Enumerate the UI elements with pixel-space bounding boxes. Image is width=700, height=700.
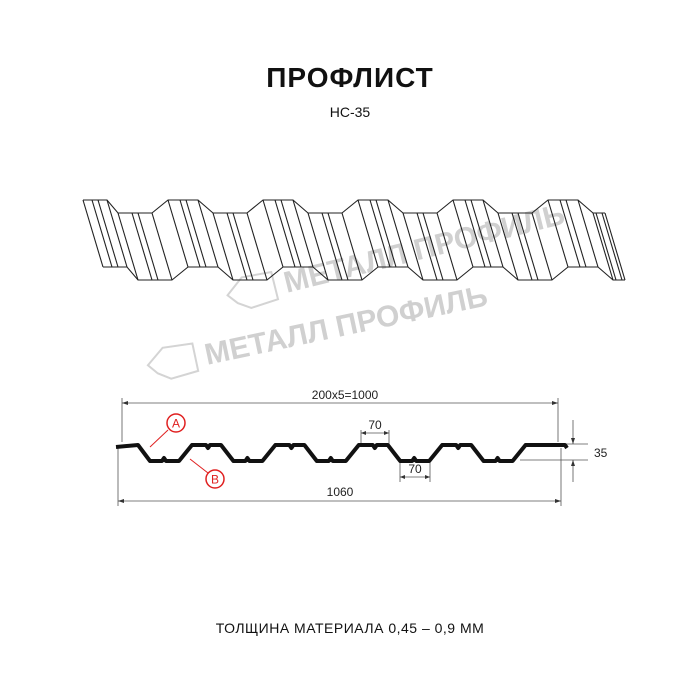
watermark-logo-icon (146, 342, 200, 380)
watermark-text: МЕТАЛЛ ПРОФИЛЬ (202, 280, 491, 372)
sheet-fold-line (436, 212, 458, 281)
sheet-groove-line (511, 212, 533, 281)
sheet-fold-line (531, 212, 553, 281)
sheet-groove-line (97, 199, 119, 268)
sheet-groove-line (422, 212, 444, 281)
sheet-fold-line (82, 199, 104, 268)
sheet-groove-line (137, 212, 159, 281)
sheet-groove-line (416, 212, 438, 281)
sheet-groove-line (131, 212, 153, 281)
cross-section-profile (115, 443, 569, 463)
watermark-logo-lower: МЕТАЛЛ ПРОФИЛЬ (146, 280, 491, 380)
sheet-fold-line (402, 212, 424, 281)
sheet-fold-line (341, 212, 363, 281)
sheet-bottom-edge (103, 266, 625, 281)
sheet-fold-line (604, 212, 626, 281)
sheet-groove-line (601, 212, 623, 281)
sheet-fold-line (106, 199, 128, 268)
sheet-fold-line (577, 199, 599, 268)
product-model: НС-35 (329, 104, 371, 120)
sheet-groove-line (470, 199, 492, 268)
sheet-groove-line (321, 212, 343, 281)
product-title: ПРОФЛИСТ (266, 62, 434, 93)
bottom-flat-dimension: 70 (408, 462, 422, 476)
sheet-groove-line (327, 212, 349, 281)
sheet-fold-line (452, 199, 474, 268)
top-flat-dimension: 70 (368, 418, 382, 432)
sheet-groove-line (375, 199, 397, 268)
marker-a: A (149, 413, 186, 448)
sheet-fold-line (262, 199, 284, 268)
pitch-dimension: 200x5=1000 (312, 388, 379, 402)
sheet-groove-line (464, 199, 486, 268)
height-dimension: 35 (594, 446, 608, 460)
sheet-fold-line (212, 212, 234, 281)
sheet-fold-line (151, 212, 173, 281)
sheet-top-edge (83, 199, 605, 214)
marker-b-label: B (211, 473, 219, 487)
material-thickness: ТОЛЩИНА МАТЕРИАЛА 0,45 – 0,9 ММ (215, 620, 485, 636)
sheet-fold-line (117, 212, 139, 281)
sheet-groove-line (565, 199, 587, 268)
sheet-groove-line (517, 212, 539, 281)
sheet-fold-line (547, 199, 569, 268)
total-width-dimension: 1060 (327, 485, 354, 499)
sheet-fold-line (167, 199, 189, 268)
sheet-groove-line (280, 199, 302, 268)
sheet-fold-line (387, 199, 409, 268)
sheet-fold-line (592, 212, 614, 281)
watermark-logo-icon (226, 270, 280, 309)
sheet-fold-line (357, 199, 379, 268)
sheet-fold-line (292, 199, 314, 268)
sheet-groove-line (179, 199, 201, 268)
sheet-fold-line (197, 199, 219, 268)
sheet-fold-line (307, 212, 329, 281)
watermark-logo-upper: МЕТАЛЛ ПРОФИЛЬ (226, 198, 568, 309)
dimension-arrows (118, 401, 575, 503)
sheet-fold-line (482, 199, 504, 268)
sheet-groove-line (274, 199, 296, 268)
sheet-groove-line (559, 199, 581, 268)
sheet-groove-line (369, 199, 391, 268)
marker-b: B (189, 458, 225, 489)
sheet-fold-line (246, 212, 268, 281)
sheet-groove-line (232, 212, 254, 281)
dimension-lines (117, 398, 588, 506)
sheet-3d-view (82, 199, 626, 281)
sheet-groove-line (91, 199, 113, 268)
sheet-fold-line (497, 212, 519, 281)
sheet-groove-line (595, 212, 617, 281)
sheet-groove-line (185, 199, 207, 268)
marker-a-label: A (172, 417, 180, 431)
sheet-groove-line (226, 212, 248, 281)
